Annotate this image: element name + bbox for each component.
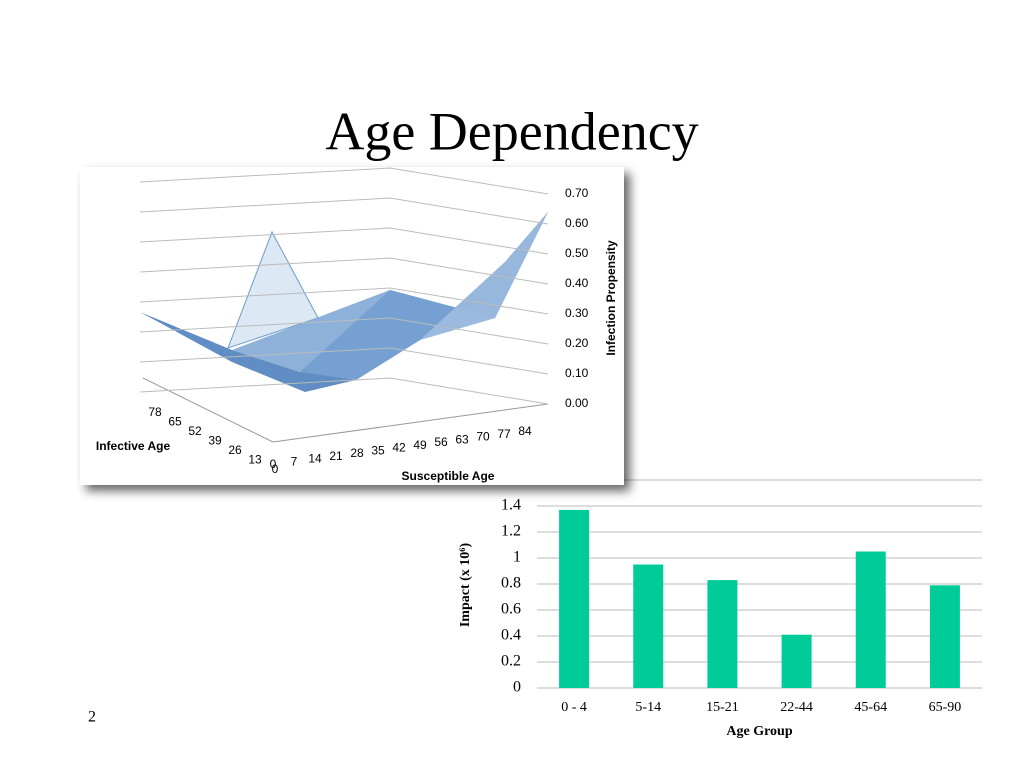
y-tick-label: 0 xyxy=(513,679,521,696)
x-tick-label: 7 xyxy=(291,454,298,468)
y-tick-label: 0.6 xyxy=(501,601,521,618)
wall-grid-line xyxy=(139,347,549,375)
z-tick-label: 0.20 xyxy=(565,336,589,350)
susceptible-axis xyxy=(272,403,549,443)
x-tick-label: 22-44 xyxy=(780,700,813,715)
y-tick-label: 1.2 xyxy=(501,523,521,540)
slide-title: Age Dependency xyxy=(325,101,698,161)
bar xyxy=(781,634,812,688)
y-tick-label: 1.4 xyxy=(501,497,521,514)
y-tick-label: 65 xyxy=(168,415,182,429)
x-tick-label: 5-14 xyxy=(635,700,661,715)
infective-axis xyxy=(142,377,274,443)
bar-chart: 00.20.40.60.811.21.41.60 - 45-1415-2122-… xyxy=(458,471,982,739)
x-tick-label: 45-64 xyxy=(854,700,887,715)
wall-grid-line xyxy=(139,287,549,315)
z-tick-label: 0.40 xyxy=(565,276,589,290)
y-axis-label: Infective Age xyxy=(96,439,171,453)
y-tick-label: 39 xyxy=(208,434,222,448)
x-tick-label: 35 xyxy=(371,443,385,457)
y-tick-label: 0 xyxy=(272,462,279,476)
surface-top xyxy=(232,290,495,380)
x-tick-label: 21 xyxy=(329,449,343,463)
y-tick-label: 0.8 xyxy=(501,575,521,592)
surface-chart: 0.00 0.10 0.20 0.30 0.40 0.50 0.60 0.70 0 7 14 21 28… xyxy=(80,167,624,485)
wall-grid-line xyxy=(139,317,549,345)
x-tick-label: 28 xyxy=(350,446,364,460)
y-tick-label: 0.2 xyxy=(501,653,521,670)
x-tick-label: 49 xyxy=(413,438,427,452)
x-axis-label: Susceptible Age xyxy=(402,469,495,483)
bar xyxy=(929,585,960,688)
y-tick-label: 1 xyxy=(513,549,521,566)
z-axis-label: Infection Propensity xyxy=(604,240,618,356)
wall-grid-line xyxy=(139,257,549,285)
z-tick-label: 0.30 xyxy=(565,306,589,320)
slide-number: 2 xyxy=(88,709,96,726)
x-tick-label: 77 xyxy=(497,427,511,441)
z-tick-label: 0.00 xyxy=(565,396,589,410)
x-tick-label: 15-21 xyxy=(706,700,739,715)
x-tick-label: 0 xyxy=(270,457,277,471)
x-tick-label: 56 xyxy=(434,435,448,449)
bar xyxy=(633,564,664,688)
wall-grid-line xyxy=(139,197,549,225)
x-axis-label: Age Group xyxy=(726,724,792,739)
wall-grid-line xyxy=(139,167,549,195)
z-tick-label: 0.60 xyxy=(565,216,589,230)
y-tick-label: 0.4 xyxy=(501,627,521,644)
bar xyxy=(559,509,590,688)
bar xyxy=(855,551,886,688)
bar xyxy=(707,580,738,688)
x-tick-label: 42 xyxy=(392,441,406,455)
x-tick-label: 63 xyxy=(455,432,469,446)
surface-rise xyxy=(420,212,548,340)
z-tick-label: 0.10 xyxy=(565,366,589,380)
x-tick-label: 84 xyxy=(518,424,532,438)
z-tick-label: 0.50 xyxy=(565,246,589,260)
surface-peak xyxy=(227,230,319,349)
x-tick-label: 0 - 4 xyxy=(561,700,587,715)
wall-grid-line xyxy=(139,227,549,255)
x-tick-label: 70 xyxy=(476,430,490,444)
wall-grid-line xyxy=(139,377,549,405)
y-tick-label: 26 xyxy=(228,443,242,457)
x-tick-label: 14 xyxy=(308,452,322,466)
y-tick-label: 78 xyxy=(148,405,162,419)
y-axis-label: Impact (x 10⁶) xyxy=(458,543,473,628)
y-tick-label: 52 xyxy=(188,424,202,438)
z-tick-label: 0.70 xyxy=(565,186,589,200)
x-tick-label: 65-90 xyxy=(929,700,962,715)
y-tick-label: 13 xyxy=(248,453,262,467)
